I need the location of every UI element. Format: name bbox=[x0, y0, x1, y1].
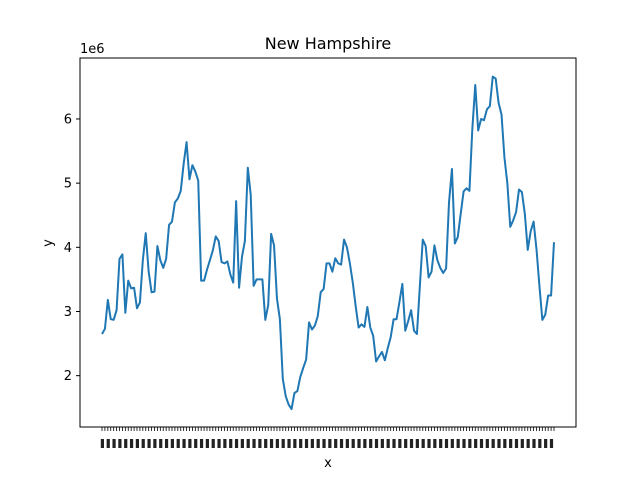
x-tick-label-glyph bbox=[234, 439, 239, 448]
x-tick-label-glyph bbox=[398, 439, 402, 448]
x-tick-label-glyph bbox=[246, 439, 250, 448]
x-tick-label-glyph bbox=[404, 439, 408, 448]
x-tick-label-glyph bbox=[380, 439, 384, 448]
x-tick-label-glyph bbox=[299, 439, 303, 448]
x-tick-label-glyph bbox=[112, 439, 116, 448]
x-tick-label-glyph bbox=[334, 439, 338, 448]
x-tick-label-glyph bbox=[159, 439, 163, 448]
x-tick-label-glyph bbox=[293, 439, 297, 448]
x-tick-label-glyph bbox=[118, 439, 122, 448]
x-tick-label-glyph bbox=[439, 439, 443, 448]
plot-frame bbox=[79, 57, 577, 428]
x-tick-label-glyph bbox=[223, 439, 227, 448]
x-tick-label-glyph bbox=[124, 439, 128, 448]
x-tick-label-glyph bbox=[462, 439, 466, 448]
x-tick-label-glyph bbox=[421, 439, 425, 448]
y-tick-label: 3 bbox=[64, 305, 72, 320]
x-tick-label-glyph bbox=[479, 439, 484, 448]
x-tick-label-glyph bbox=[281, 439, 285, 448]
x-tick-label-glyph bbox=[491, 439, 495, 448]
x-tick-label-glyph bbox=[264, 439, 268, 448]
x-tick-label-glyph bbox=[170, 439, 174, 448]
x-tick-label-glyph bbox=[164, 439, 169, 448]
x-tick-label-glyph bbox=[549, 439, 554, 448]
x-tick-label-glyph bbox=[485, 439, 489, 448]
x-tick-label-glyph bbox=[328, 439, 332, 448]
x-tick-label-glyph bbox=[135, 439, 139, 448]
x-tick-label-glyph bbox=[415, 439, 419, 448]
x-tick-label-glyph bbox=[509, 439, 513, 448]
x-tick-label-glyph bbox=[275, 439, 279, 448]
x-tick-label-glyph bbox=[392, 439, 396, 448]
x-tick-label-glyph bbox=[357, 439, 361, 448]
y-scale-label: 1e6 bbox=[80, 42, 105, 57]
x-tick-label-glyph bbox=[229, 439, 233, 448]
x-tick-label-glyph bbox=[141, 439, 145, 448]
x-tick-label-glyph bbox=[526, 439, 530, 448]
x-tick-label-glyph bbox=[211, 439, 215, 448]
x-tick-label-glyph bbox=[153, 439, 157, 448]
x-tick-label-glyph bbox=[205, 439, 209, 448]
x-tick-label-glyph bbox=[374, 439, 379, 448]
x-tick-label-glyph bbox=[444, 439, 449, 448]
x-axis-label: x bbox=[324, 456, 332, 471]
y-tick-label: 5 bbox=[64, 177, 72, 192]
x-tick-label-glyph bbox=[316, 439, 320, 448]
x-tick-label-glyph bbox=[456, 439, 460, 448]
x-tick-label-glyph bbox=[106, 439, 110, 448]
x-tick-labels-overlap bbox=[100, 439, 554, 448]
x-tick-label-glyph bbox=[520, 439, 524, 448]
chart-title: New Hampshire bbox=[265, 34, 392, 53]
series-line bbox=[101, 75, 555, 411]
x-tick-label-glyph bbox=[544, 439, 548, 448]
x-tick-label-glyph bbox=[217, 439, 221, 448]
y-tick-label: 2 bbox=[64, 369, 72, 384]
y-tick-label: 4 bbox=[64, 241, 72, 256]
x-tick-label-glyph bbox=[514, 439, 519, 448]
x-tick-label-glyph bbox=[532, 439, 536, 448]
x-tick-label-glyph bbox=[100, 439, 104, 448]
y-axis-label: y bbox=[41, 239, 56, 247]
x-tick-label-glyph bbox=[468, 439, 472, 448]
x-tick-label-glyph bbox=[240, 439, 244, 448]
plot-area: 2 3 4 5 6 bbox=[64, 75, 555, 448]
x-tick-label-glyph bbox=[176, 439, 180, 448]
x-tick-label-glyph bbox=[503, 439, 507, 448]
x-tick-label-glyph bbox=[339, 439, 344, 448]
x-tick-label-glyph bbox=[322, 439, 326, 448]
x-tick-label-glyph bbox=[188, 439, 192, 448]
x-tick-label-glyph bbox=[258, 439, 262, 448]
x-tick-label-glyph bbox=[182, 439, 186, 448]
x-tick-label-glyph bbox=[310, 439, 314, 448]
x-tick-label-glyph bbox=[538, 439, 542, 448]
x-tick-label-glyph bbox=[194, 439, 198, 448]
x-tick-label-glyph bbox=[269, 439, 274, 448]
x-tick-label-glyph bbox=[369, 439, 373, 448]
y-tick-label: 6 bbox=[64, 112, 72, 127]
x-tick-label-glyph bbox=[129, 439, 134, 448]
x-tick-label-glyph bbox=[304, 439, 309, 448]
x-tick-label-glyph bbox=[433, 439, 437, 448]
x-tick-label-glyph bbox=[497, 439, 501, 448]
x-tick-label-glyph bbox=[409, 439, 414, 448]
x-tick-label-glyph bbox=[474, 439, 478, 448]
x-tick-label-glyph bbox=[345, 439, 349, 448]
x-tick-label-glyph bbox=[287, 439, 291, 448]
x-tick-label-glyph bbox=[386, 439, 390, 448]
x-tick-label-glyph bbox=[351, 439, 355, 448]
x-tick-label-glyph bbox=[427, 439, 431, 448]
x-tick-label-glyph bbox=[450, 439, 454, 448]
x-tick-label-glyph bbox=[363, 439, 367, 448]
x-tick-label-glyph bbox=[147, 439, 151, 448]
x-tick-label-glyph bbox=[199, 439, 204, 448]
x-tick-label-glyph bbox=[252, 439, 256, 448]
